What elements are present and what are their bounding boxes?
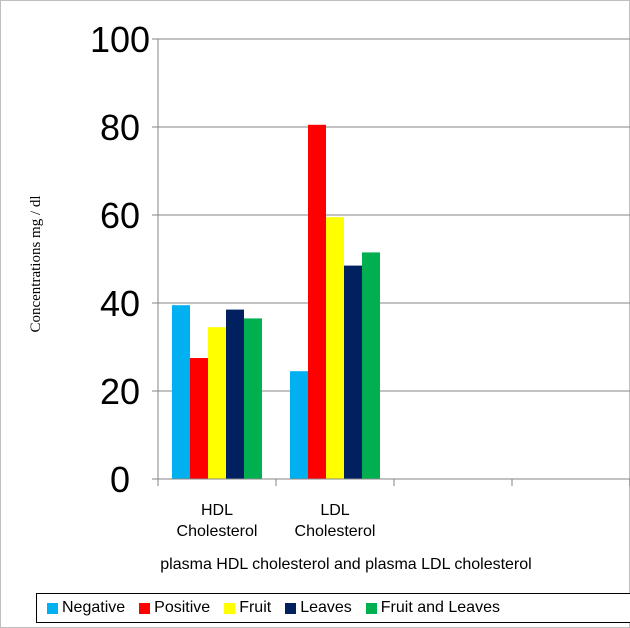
legend-label: Fruit and Leaves	[380, 599, 500, 616]
y-tick-label: 80	[100, 107, 140, 148]
y-tick-label: 40	[100, 283, 140, 324]
legend-item: Positive	[139, 599, 210, 617]
x-category-labels: HDL Cholesterol LDL Cholesterol	[177, 502, 376, 540]
legend-swatch	[47, 602, 58, 614]
x-category-label: LDL	[320, 502, 349, 519]
bar-positive	[190, 358, 208, 479]
bar-leaves	[344, 265, 362, 479]
legend-swatch	[139, 602, 151, 614]
y-tick-label: 60	[100, 195, 140, 236]
legend-item: Fruit and Leaves	[365, 599, 500, 617]
bar-fruit-and-leaves	[244, 318, 262, 479]
y-tick-label: 20	[100, 371, 140, 412]
legend-item: Fruit	[224, 599, 271, 617]
bars	[172, 124, 380, 480]
legend-label: Positive	[154, 599, 211, 616]
x-axis-label: plasma HDL cholesterol and plasma LDL ch…	[160, 556, 531, 573]
y-tick-label: 100	[90, 19, 150, 60]
legend-label: Leaves	[300, 599, 352, 616]
bar-fruit	[208, 327, 226, 479]
legend-swatch	[224, 602, 236, 614]
x-category-label: Cholesterol	[177, 523, 258, 540]
bar-positive	[308, 124, 326, 480]
bar-leaves	[226, 309, 244, 479]
legend-label: Fruit	[239, 599, 272, 616]
legend-item: Negative	[47, 599, 125, 617]
legend-swatch	[365, 602, 377, 614]
legend-label: Negative	[62, 599, 126, 616]
x-category-label: Cholesterol	[295, 523, 376, 540]
legend-swatch	[285, 602, 297, 614]
y-tick-label: 0	[110, 459, 130, 500]
bar-fruit	[326, 217, 344, 479]
axes	[152, 38, 630, 486]
bar-negative	[290, 371, 308, 479]
y-tick-labels: 0 20 40 60 80 100	[90, 19, 150, 500]
legend-item: Leaves	[285, 599, 352, 617]
bar-fruit-and-leaves	[362, 252, 380, 479]
bar-negative	[172, 305, 190, 479]
y-axis-label: Concentrations mg / dl	[28, 195, 44, 332]
legend: Negative Positive Fruit Leaves Fruit and Lea…	[36, 593, 630, 623]
x-category-label: HDL	[201, 502, 233, 519]
